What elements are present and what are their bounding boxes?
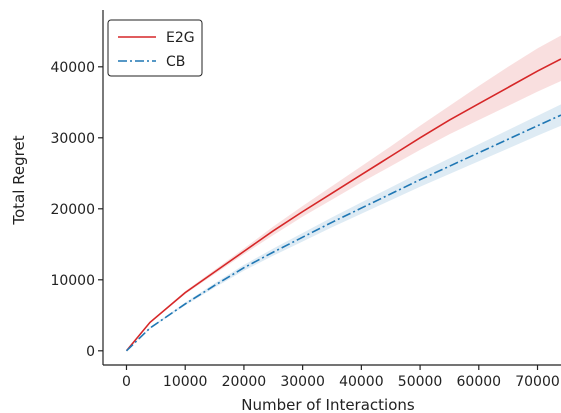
y-axis-ticks: 0 10000 20000 30000 40000 (50, 60, 103, 360)
legend-label-e2g: E2G (166, 30, 195, 46)
x-tick-label: 40000 (339, 374, 384, 390)
y-tick-label: 0 (86, 344, 95, 360)
y-tick-label: 20000 (50, 202, 95, 218)
x-tick-label: 20000 (222, 374, 267, 390)
x-tick-label: 0 (122, 374, 131, 390)
y-tick-label: 10000 (50, 273, 95, 289)
y-tick-label: 30000 (50, 131, 95, 147)
y-tick-label: 40000 (50, 60, 95, 76)
band-cb (126, 104, 561, 351)
x-axis-ticks: 0 10000 20000 30000 40000 50000 60000 70000 (122, 365, 560, 390)
x-tick-label: 60000 (457, 374, 502, 390)
x-tick-label: 70000 (515, 374, 560, 390)
x-tick-label: 50000 (398, 374, 443, 390)
legend: E2G CB (107, 19, 203, 77)
band-e2g (126, 35, 561, 351)
confidence-bands (126, 35, 561, 351)
line-e2g (125, 58, 561, 352)
x-axis-label: Number of Interactions (241, 396, 415, 413)
line-cb (125, 114, 561, 352)
series-lines (125, 58, 561, 352)
axes (102, 10, 561, 366)
x-tick-label: 10000 (163, 374, 208, 390)
legend-label-cb: CB (166, 54, 185, 70)
y-axis-label: Total Regret (10, 135, 28, 225)
legend-box (107, 19, 203, 77)
x-tick-label: 30000 (280, 374, 325, 390)
